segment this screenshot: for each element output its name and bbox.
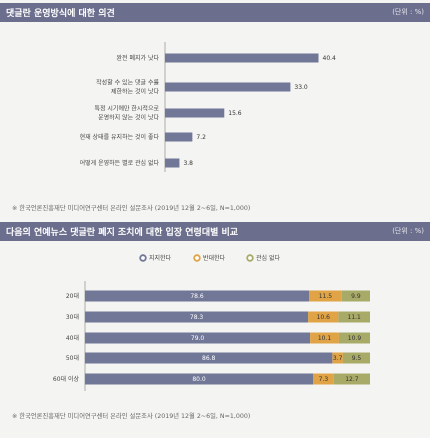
category-label-0-0: 완전 폐지가 낫다 [117,54,160,62]
segment-3-0 [85,352,333,364]
chart2-stacked-bar-chart: 지지한다 반대한다 관심 없다 20대 78.6 11.5 9.9 30대 78.3 10.6 11… [53,254,370,391]
segment-value-0-2: 9.9 [351,293,361,300]
legend-label-1: 반대한다 [203,254,226,262]
category-label-0: 20대 [66,292,79,300]
segment-value-3-2: 9.5 [352,355,362,362]
bar-value-3: 7.2 [196,134,206,141]
legend-label-2: 관심 없다 [256,254,280,262]
segment-3-2 [342,352,370,364]
legend-marker-1 [193,254,201,262]
chart1-title: 댓글란 운영방식에 대한 의견 [6,9,115,19]
segment-value-0-0: 78.6 [190,293,204,300]
category-label-2-0: 특정 시기에만 한시적으로 [94,105,159,113]
chart2-title: 다음의 연예뉴스 댓글란 폐지 조치에 대한 입장 연령대별 비교 [6,228,239,238]
chart1-unit: (단위 : %) [392,8,424,16]
segment-0-1 [309,290,342,302]
legend-label-0: 지지한다 [149,254,172,262]
bar-value-0: 40.4 [323,55,337,62]
bar-2 [165,108,225,118]
segment-value-1-0: 78.3 [190,314,204,321]
bar-0 [165,53,319,63]
chart2-header: 다음의 연예뉴스 댓글란 폐지 조치에 대한 입장 연령대별 비교 (단위 : … [0,222,430,241]
bar-value-4: 3.8 [183,160,193,167]
segment-0-0 [85,290,310,302]
chart2-unit: (단위 : %) [392,227,424,235]
segment-3-1 [332,352,343,364]
category-label-3-0: 현재 상태를 유지하는 것이 좋다 [80,133,160,141]
segment-value-4-1: 7.3 [319,376,329,383]
segment-value-1-2: 11.1 [348,314,362,321]
category-label-1-0: 작성할 수 있는 댓글 수를 [96,79,159,87]
segment-1-1 [308,311,339,323]
segment-value-2-0: 79.0 [191,335,205,342]
segment-value-2-2: 10.9 [348,335,362,342]
segment-2-2 [338,332,370,344]
segment-2-0 [85,332,311,344]
segment-1-0 [85,311,309,323]
legend-marker-0 [139,254,147,262]
segment-4-2 [333,373,370,385]
category-label-2-1: 운영하지 않는 것이 낫다 [98,114,159,122]
bar-4 [165,158,180,168]
category-label-2: 40대 [66,334,79,342]
segment-value-2-1: 10.1 [318,335,332,342]
bar-3 [165,132,193,142]
legend-marker-2 [246,254,254,262]
segment-4-0 [85,373,313,385]
chart1-source-note: ※ 한국언론진흥재단 미디어연구센터 온라인 설문조사 (2019년 12월 2… [12,205,251,212]
segment-1-2 [338,311,370,323]
segment-value-3-0: 86.8 [202,355,216,362]
bar-value-2: 15.6 [228,110,242,117]
segment-4-1 [313,373,334,385]
category-label-3: 50대 [66,354,79,362]
category-label-1-1: 제한하는 것이 낫다 [111,88,159,96]
bar-1 [165,82,291,92]
bar-value-1: 33.0 [294,84,308,91]
segment-value-4-0: 80.0 [192,376,206,383]
segment-value-0-1: 11.5 [319,293,333,300]
segment-2-1 [310,332,339,344]
segment-value-3-1: 3.7 [333,355,343,362]
category-label-4: 60대 이상 [53,375,80,383]
chart2-source-note: ※ 한국언론진흥재단 미디어연구센터 온라인 설문조사 (2019년 12월 2… [12,413,251,420]
segment-value-4-2: 12.7 [345,376,359,383]
segment-value-1-1: 10.6 [317,314,331,321]
segment-0-2 [341,290,370,302]
chart1-header: 댓글란 운영방식에 대한 의견 (단위 : %) [0,3,430,22]
category-label-4-0: 어떻게 운영하든 별로 관심 없다 [80,159,160,167]
category-label-1: 30대 [66,313,79,321]
